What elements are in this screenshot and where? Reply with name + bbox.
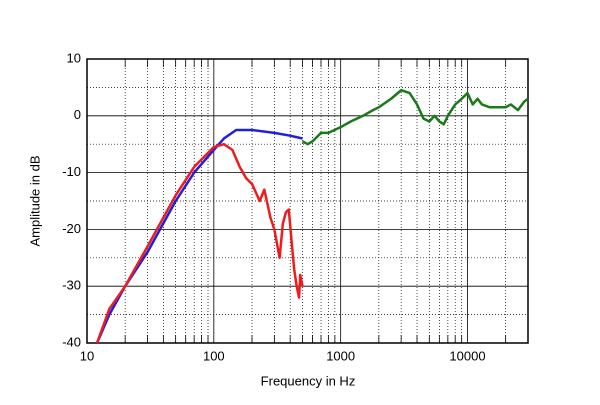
- y-tick-label: -30: [62, 278, 81, 293]
- plot-frame: [86, 58, 529, 344]
- x-tick-label: 10: [80, 348, 94, 363]
- x-axis-label: Frequency in Hz: [261, 373, 356, 388]
- x-tick-label: 1000: [326, 348, 355, 363]
- x-tick-label: 10000: [449, 348, 485, 363]
- y-tick-label: -20: [62, 221, 81, 236]
- x-tick-label: 100: [203, 348, 225, 363]
- series-line: [301, 88, 529, 146]
- series-line: [95, 142, 304, 344]
- y-axis-label: Amplitude in dB: [27, 155, 42, 246]
- y-tick-label: 0: [74, 107, 81, 122]
- y-tick-label: -40: [62, 334, 81, 349]
- y-tick-label: 10: [67, 50, 81, 65]
- y-tick-label: -10: [62, 164, 81, 179]
